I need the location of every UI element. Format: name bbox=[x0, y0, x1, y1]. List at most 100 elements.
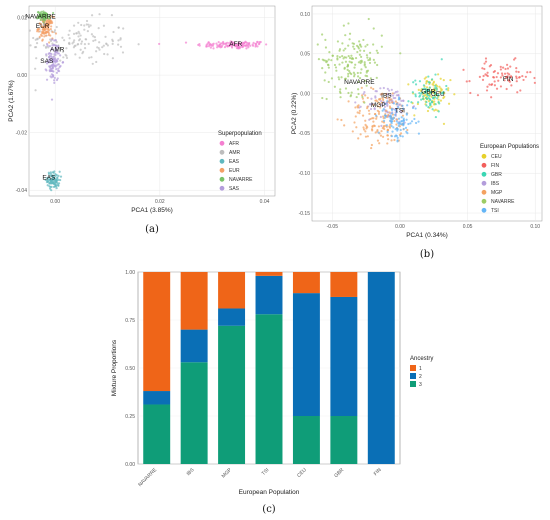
data-point-afr bbox=[224, 42, 228, 45]
data-point-amr bbox=[111, 40, 114, 43]
data-point-navarre bbox=[350, 54, 353, 57]
data-point-mgp bbox=[382, 98, 385, 102]
data-point-navarre bbox=[358, 76, 362, 80]
data-point-mgp bbox=[356, 111, 359, 114]
data-point-fin bbox=[515, 66, 518, 70]
x-tick-label: MGP bbox=[221, 467, 234, 480]
x-tick-label: 0.00 bbox=[50, 199, 60, 205]
data-point-amr bbox=[83, 42, 87, 46]
bar-segment-ancestry-1 bbox=[218, 272, 246, 309]
data-point-mgp bbox=[364, 135, 368, 138]
data-point-tsi bbox=[406, 104, 409, 107]
data-point-navarre bbox=[347, 72, 350, 75]
data-point-fin bbox=[496, 72, 500, 75]
data-point-eur bbox=[48, 41, 51, 44]
data-point-tsi bbox=[392, 102, 396, 105]
data-point-afr bbox=[245, 43, 248, 46]
data-point-amr bbox=[117, 26, 120, 29]
data-point-gbr bbox=[420, 92, 423, 95]
data-point-navarre bbox=[356, 50, 359, 54]
data-point-navarre bbox=[48, 14, 51, 17]
data-point-eas bbox=[58, 170, 61, 173]
data-point-mgp bbox=[370, 143, 373, 147]
data-point-sas bbox=[50, 56, 53, 59]
data-point-navarre bbox=[355, 95, 358, 99]
data-point-eur bbox=[50, 25, 53, 28]
data-point-gbr bbox=[425, 104, 428, 107]
data-point-afr bbox=[252, 41, 255, 44]
data-point-tsi bbox=[390, 122, 393, 125]
data-point-amr bbox=[79, 34, 82, 37]
data-point-gbr bbox=[429, 90, 433, 93]
data-point-afr bbox=[265, 43, 268, 46]
data-point-tsi bbox=[390, 135, 393, 138]
data-point-ibs bbox=[391, 94, 395, 97]
data-point-ceu bbox=[424, 93, 427, 97]
data-point-amr bbox=[53, 29, 57, 32]
data-point-fin bbox=[483, 67, 486, 71]
data-point-navarre bbox=[356, 71, 359, 75]
data-point-ibs bbox=[369, 107, 373, 111]
data-point-tsi bbox=[402, 119, 405, 122]
data-point-navarre bbox=[323, 79, 326, 82]
data-point-eas bbox=[56, 176, 59, 179]
data-point-eas bbox=[52, 176, 55, 179]
x-tick-label: GBR bbox=[333, 467, 345, 479]
data-point-tsi bbox=[405, 112, 408, 115]
data-point-navarre bbox=[353, 73, 356, 76]
data-point-gbr bbox=[426, 94, 429, 97]
data-point-navarre bbox=[399, 52, 402, 55]
data-point-tsi bbox=[395, 134, 398, 138]
data-point-tsi bbox=[390, 117, 393, 120]
data-point-navarre bbox=[42, 21, 45, 24]
data-point-mgp bbox=[390, 139, 393, 142]
data-point-navarre bbox=[351, 57, 355, 60]
data-point-mgp bbox=[372, 124, 376, 127]
data-point-tsi bbox=[377, 131, 380, 134]
data-point-amr bbox=[121, 51, 125, 54]
data-point-navarre bbox=[321, 67, 324, 70]
data-point-gbr bbox=[421, 97, 425, 101]
data-point-amr bbox=[92, 39, 95, 42]
data-point-amr bbox=[61, 36, 64, 39]
legend-swatch-ceu bbox=[481, 153, 487, 159]
data-point-navarre bbox=[48, 16, 51, 20]
legend-entry-eur: EUR bbox=[229, 168, 240, 174]
data-point-ceu bbox=[407, 83, 410, 86]
data-point-amr bbox=[98, 48, 101, 51]
stacked-bar-panel-c: 0.00 0.25 0.50 0.75 1.00 NAVARRE IBS MGP TSI CEU G… bbox=[111, 270, 433, 515]
data-point-ceu bbox=[443, 95, 446, 98]
legend-swatch-afr bbox=[219, 140, 225, 146]
data-point-tsi bbox=[390, 108, 394, 112]
data-point-eur bbox=[41, 39, 44, 42]
data-point-eur bbox=[44, 27, 47, 30]
data-point-fin bbox=[524, 75, 527, 78]
data-point-sas bbox=[44, 68, 47, 71]
data-point-eas bbox=[48, 178, 51, 181]
data-point-afr bbox=[228, 43, 232, 47]
data-point-sas bbox=[45, 78, 49, 81]
data-point-mgp bbox=[386, 142, 389, 145]
data-point-navarre bbox=[372, 58, 375, 61]
data-point-sas bbox=[47, 52, 50, 56]
data-point-tsi bbox=[375, 114, 378, 117]
data-point-mgp bbox=[362, 126, 365, 129]
data-point-eas bbox=[49, 187, 52, 190]
data-point-navarre bbox=[357, 47, 360, 50]
data-point-amr bbox=[78, 38, 82, 41]
data-point-tsi bbox=[395, 111, 398, 114]
data-point-eur bbox=[42, 27, 45, 30]
data-point-ceu bbox=[425, 80, 428, 83]
data-point-ibs bbox=[363, 91, 366, 94]
data-point-mgp bbox=[385, 109, 388, 112]
data-point-gbr bbox=[418, 80, 422, 83]
data-point-mgp bbox=[355, 126, 358, 129]
data-point-tsi bbox=[386, 100, 389, 103]
data-point-gbr bbox=[430, 78, 434, 81]
data-point-mgp bbox=[336, 118, 339, 121]
data-point-navarre bbox=[346, 63, 350, 66]
data-point-ibs bbox=[370, 97, 373, 100]
data-point-amr bbox=[28, 29, 31, 32]
data-point-fin bbox=[500, 72, 504, 75]
data-point-gbr bbox=[414, 95, 417, 98]
